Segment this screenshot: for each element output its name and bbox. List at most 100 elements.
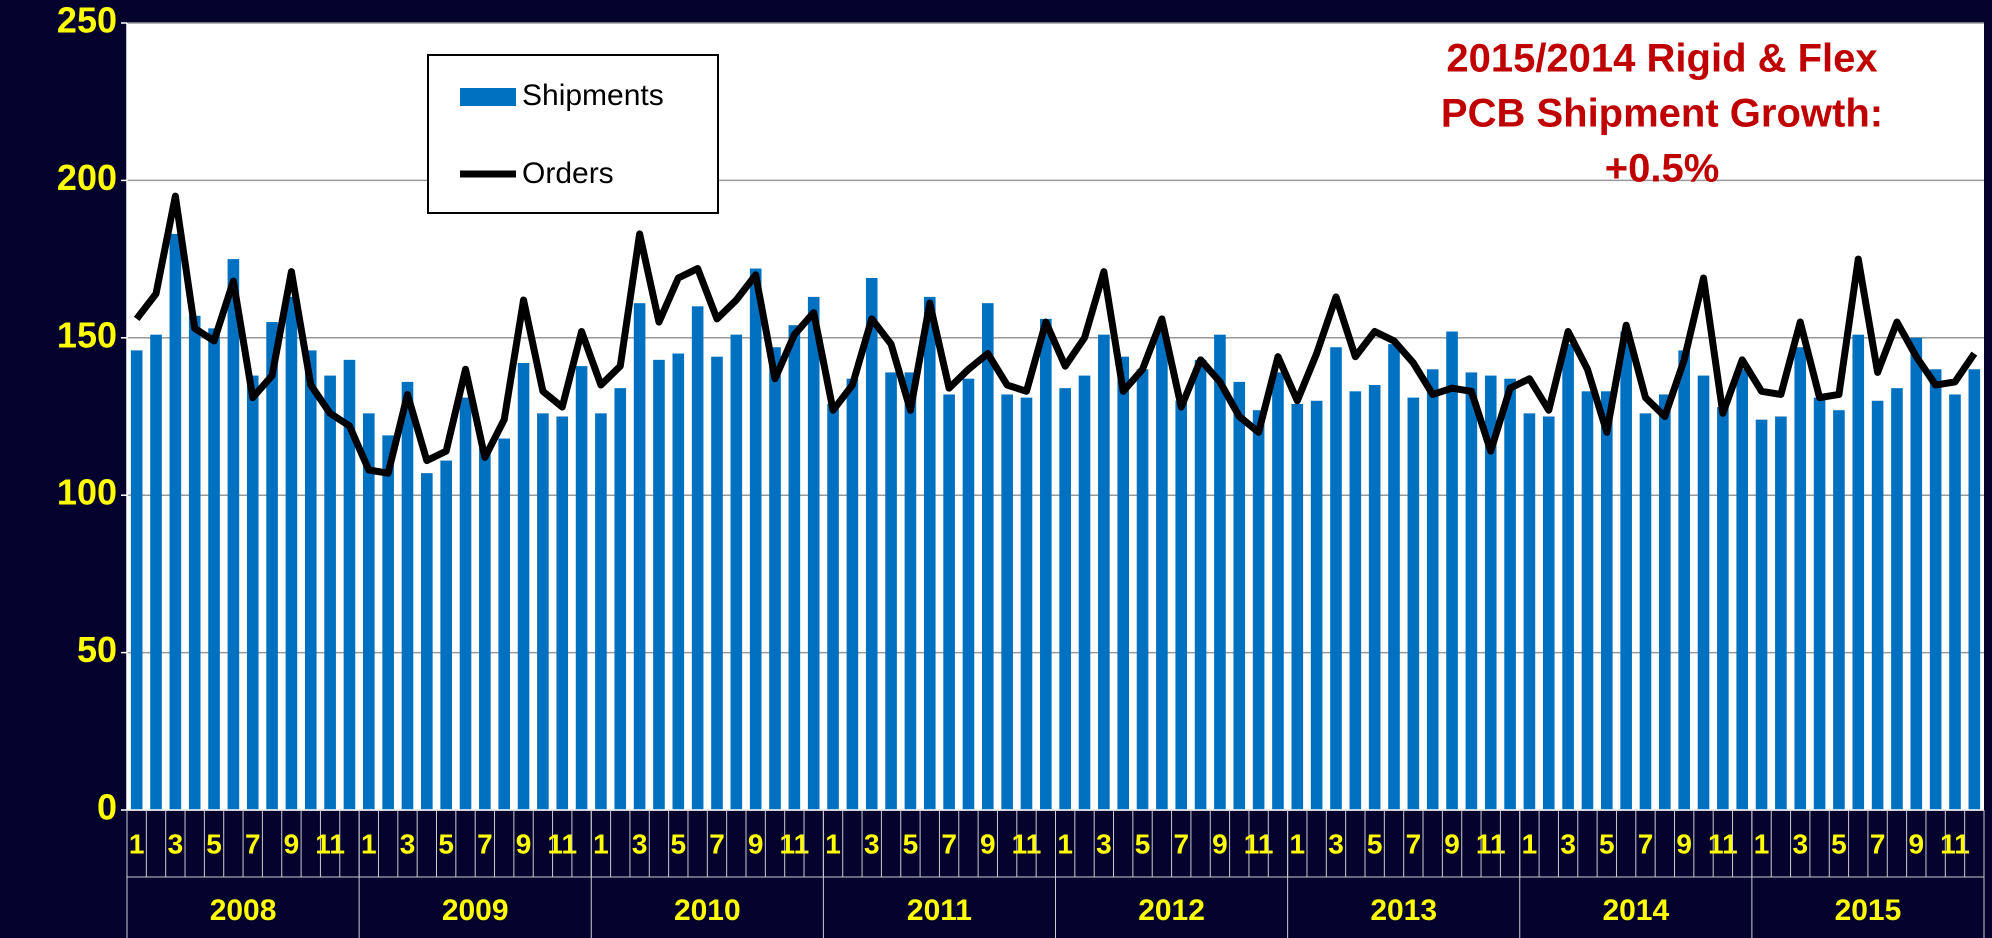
bar <box>1755 419 1768 810</box>
bar <box>1349 391 1362 810</box>
year-label: 2009 <box>442 894 509 927</box>
bar <box>1446 331 1458 810</box>
bar <box>1813 397 1826 810</box>
bar <box>943 394 955 810</box>
x-tick-label: 9 <box>1676 828 1692 859</box>
legend-swatch <box>460 88 516 106</box>
x-tick-label: 3 <box>1096 828 1112 859</box>
bar <box>788 325 801 810</box>
bar <box>537 413 549 810</box>
bar <box>1562 344 1574 810</box>
x-tick-label: 11 <box>315 828 345 859</box>
bar <box>1929 369 1942 810</box>
bar <box>130 350 143 810</box>
bar <box>1678 350 1690 810</box>
x-tick-label: 7 <box>941 828 957 859</box>
bar <box>169 233 182 810</box>
bar <box>865 277 878 810</box>
bar <box>633 303 646 810</box>
year-label: 2014 <box>1602 894 1669 927</box>
year-label: 2008 <box>210 894 277 927</box>
x-tick-label: 1 <box>361 828 377 859</box>
bar <box>769 347 781 810</box>
x-tick-label: 11 <box>547 828 577 859</box>
bar <box>575 366 588 810</box>
bar <box>1717 407 1729 810</box>
bar <box>324 375 336 810</box>
bar <box>923 296 936 811</box>
x-tick-label: 1 <box>1522 828 1538 859</box>
x-tick-label: 3 <box>864 828 880 859</box>
x-tick-label: 1 <box>1057 828 1073 859</box>
bar <box>1175 400 1188 810</box>
annotation: PCB Shipment Growth: <box>1441 92 1883 136</box>
x-tick-label: 3 <box>400 828 416 859</box>
bar <box>1775 416 1787 810</box>
bar <box>266 322 278 810</box>
bar <box>1407 397 1420 810</box>
x-tick-label: 5 <box>206 828 222 859</box>
x-tick-label: 3 <box>632 828 648 859</box>
bar <box>1368 385 1381 810</box>
annotation: +0.5% <box>1605 147 1720 191</box>
bar <box>1291 403 1304 810</box>
bar <box>421 473 433 810</box>
x-tick-label: 9 <box>516 828 532 859</box>
x-tick-label: 9 <box>748 828 764 859</box>
bar <box>208 328 220 810</box>
x-tick-label: 5 <box>1831 828 1847 859</box>
bar <box>1117 356 1130 810</box>
x-tick-label: 5 <box>438 828 454 859</box>
bar <box>556 416 569 810</box>
bar <box>1833 410 1845 810</box>
y-tick-label: 50 <box>77 629 117 670</box>
x-tick-label: 11 <box>1244 828 1274 859</box>
bar <box>1949 394 1961 810</box>
bar <box>1484 375 1497 810</box>
bar <box>1001 394 1013 810</box>
year-label: 2012 <box>1138 894 1205 927</box>
x-tick-label: 3 <box>1792 828 1808 859</box>
bar <box>479 447 491 810</box>
year-label: 2011 <box>907 894 972 927</box>
bar <box>304 350 317 810</box>
legend-label: Orders <box>522 157 614 190</box>
bar <box>1272 372 1284 810</box>
bar <box>614 388 627 810</box>
bar <box>1523 413 1536 810</box>
bar <box>1871 400 1884 810</box>
x-tick-label: 9 <box>1444 828 1460 859</box>
legend-box <box>427 54 719 214</box>
x-tick-label: 7 <box>245 828 261 859</box>
bar <box>150 334 162 810</box>
bar <box>1891 388 1903 810</box>
x-tick-label: 11 <box>1012 828 1042 859</box>
x-tick-label: 7 <box>1173 828 1189 859</box>
x-tick-label: 9 <box>1909 828 1925 859</box>
bar <box>1968 369 1981 810</box>
y-tick-label: 0 <box>97 787 117 828</box>
x-tick-label: 7 <box>709 828 725 859</box>
bar <box>1852 334 1865 810</box>
bar <box>1252 410 1265 810</box>
x-tick-label: 5 <box>1367 828 1383 859</box>
year-label: 2013 <box>1370 894 1437 927</box>
bar <box>498 438 511 810</box>
bar <box>672 353 685 810</box>
bar <box>1098 334 1110 810</box>
bar <box>1156 328 1168 810</box>
x-tick-label: 9 <box>1212 828 1228 859</box>
x-tick-label: 7 <box>1638 828 1654 859</box>
bar <box>459 397 472 810</box>
x-tick-label: 3 <box>1560 828 1576 859</box>
x-tick-label: 9 <box>980 828 996 859</box>
bar <box>827 403 839 810</box>
bar <box>1059 388 1071 810</box>
bar <box>1600 391 1613 810</box>
bar <box>1465 372 1478 810</box>
bar <box>1581 391 1594 810</box>
bar <box>1639 413 1652 810</box>
x-tick-label: 11 <box>780 828 810 859</box>
bar <box>1388 344 1400 810</box>
